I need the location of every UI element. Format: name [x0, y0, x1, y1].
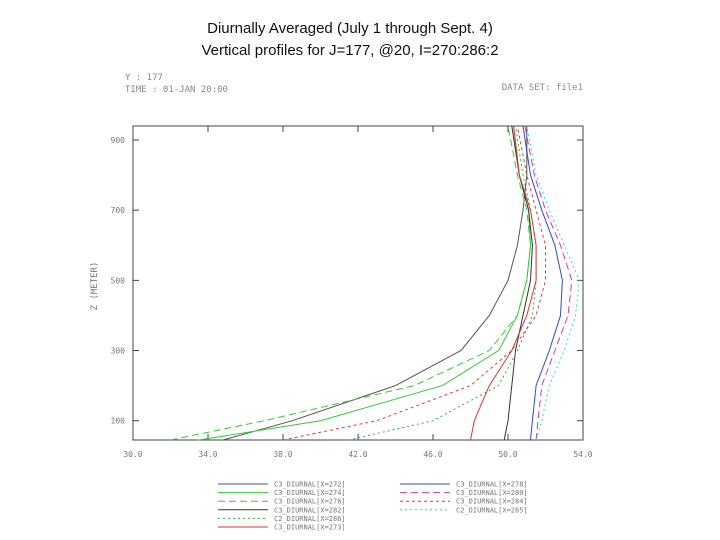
legend-label: C3_DIURNAL[X=278] [456, 481, 528, 489]
legend-label: C3_DIURNAL[X=280] [456, 489, 528, 497]
chart-title: Diurnally Averaged (July 1 through Sept.… [207, 20, 493, 37]
series-line-2 [198, 125, 532, 441]
x-tick-label: 42.0 [348, 450, 367, 459]
legend-label: C3_DIURNAL[X=274] [274, 489, 346, 497]
x-tick-label: 34.0 [198, 450, 217, 459]
series-line-6 [470, 125, 537, 441]
series-line-8 [524, 125, 573, 441]
x-tick-label: 50.0 [498, 450, 517, 459]
y-tick-label: 700 [111, 206, 126, 215]
series-line-9 [282, 125, 546, 441]
y-tick-label: 900 [111, 136, 126, 145]
plot-frame [132, 125, 584, 441]
legend-label: C2_DIURNAL[X=285] [456, 506, 528, 514]
header-dataset: DATA SET: file1 [502, 83, 583, 93]
chart-subtitle: Vertical profiles for J=177, @20, I=270:… [201, 42, 499, 59]
x-tick-label: 38.0 [273, 450, 292, 459]
series-line-4 [503, 125, 533, 441]
legend-label: C3_DIURNAL[X=284] [456, 498, 528, 506]
series-line-7 [522, 125, 563, 441]
x-tick-label: 30.0 [123, 450, 142, 459]
legend-label: C3_DIURNAL[X=276] [274, 498, 346, 506]
header-time: TIME : 01-JAN 20:00 [125, 85, 228, 95]
legend-label: C3_DIURNAL[X=282] [274, 506, 346, 514]
legend-label: C2_DIURNAL[X=286] [274, 515, 346, 523]
header-y-value: Y : 177 [125, 73, 163, 83]
x-tick-label: 54.0 [573, 450, 592, 459]
series-line-3 [170, 125, 532, 441]
y-tick-label: 300 [111, 347, 126, 356]
y-tick-label: 100 [111, 417, 126, 426]
y-tick-label: 500 [111, 276, 126, 285]
series-line-1 [222, 126, 528, 441]
series-line-10 [526, 125, 580, 441]
series-line-5 [348, 125, 537, 441]
x-tick-label: 46.0 [423, 450, 442, 459]
legend-label: C3_DIURNAL[X=273] [274, 524, 346, 532]
legend-label: C3_DIURNAL[X=272] [274, 481, 346, 489]
y-axis-label: Z (METER) [90, 262, 100, 311]
